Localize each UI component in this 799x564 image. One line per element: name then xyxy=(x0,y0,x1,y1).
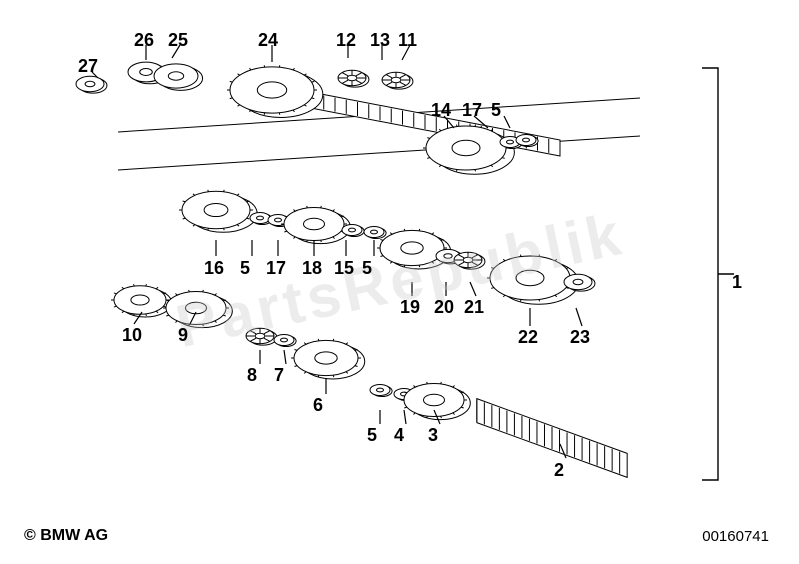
parts-diagram-svg xyxy=(0,0,799,559)
part-label-24[interactable]: 24 xyxy=(258,30,278,51)
part-label-18[interactable]: 18 xyxy=(302,258,322,279)
part-label-20[interactable]: 20 xyxy=(434,297,454,318)
part-washer xyxy=(154,64,203,91)
part-bearing xyxy=(246,328,277,345)
part-label-5[interactable]: 5 xyxy=(362,258,372,279)
part-label-8[interactable]: 8 xyxy=(247,365,257,386)
part-label-16[interactable]: 16 xyxy=(204,258,224,279)
part-label-21[interactable]: 21 xyxy=(464,297,484,318)
part-label-26[interactable]: 26 xyxy=(134,30,154,51)
part-label-22[interactable]: 22 xyxy=(518,327,538,348)
part-label-4[interactable]: 4 xyxy=(394,425,404,446)
part-label-25[interactable]: 25 xyxy=(168,30,188,51)
diagram-id: 00160741 xyxy=(702,528,769,545)
part-label-5[interactable]: 5 xyxy=(240,258,250,279)
part-bearing xyxy=(454,252,485,269)
part-label-23[interactable]: 23 xyxy=(570,327,590,348)
part-ring xyxy=(274,335,296,347)
part-label-1[interactable]: 1 xyxy=(732,272,742,293)
part-label-13[interactable]: 13 xyxy=(370,30,390,51)
part-bolt xyxy=(76,76,107,93)
part-gear xyxy=(281,206,350,244)
part-sprocket xyxy=(227,65,323,117)
part-label-12[interactable]: 12 xyxy=(336,30,356,51)
part-label-11[interactable]: 11 xyxy=(398,30,417,51)
part-label-9[interactable]: 9 xyxy=(178,325,188,346)
part-gear xyxy=(291,339,365,379)
part-label-19[interactable]: 19 xyxy=(400,297,420,318)
part-ring xyxy=(370,385,392,397)
part-label-6[interactable]: 6 xyxy=(313,395,323,416)
copyright-text: © BMW AG xyxy=(24,527,108,545)
part-label-27[interactable]: 27 xyxy=(78,56,98,77)
part-gear xyxy=(179,190,257,232)
part-label-2[interactable]: 2 xyxy=(554,460,564,481)
part-label-3[interactable]: 3 xyxy=(428,425,438,446)
part-label-10[interactable]: 10 xyxy=(122,325,142,346)
part-label-17[interactable]: 17 xyxy=(462,100,482,121)
part-gear xyxy=(377,229,451,269)
part-label-5[interactable]: 5 xyxy=(367,425,377,446)
part-label-15[interactable]: 15 xyxy=(334,258,354,279)
part-gear xyxy=(163,290,232,328)
part-ring xyxy=(364,227,386,239)
part-bearing xyxy=(382,72,413,89)
part-label-17[interactable]: 17 xyxy=(266,258,286,279)
part-label-5[interactable]: 5 xyxy=(491,100,501,121)
part-label-14[interactable]: 14 xyxy=(431,100,451,121)
part-label-7[interactable]: 7 xyxy=(274,365,284,386)
part-bearing xyxy=(338,70,369,87)
